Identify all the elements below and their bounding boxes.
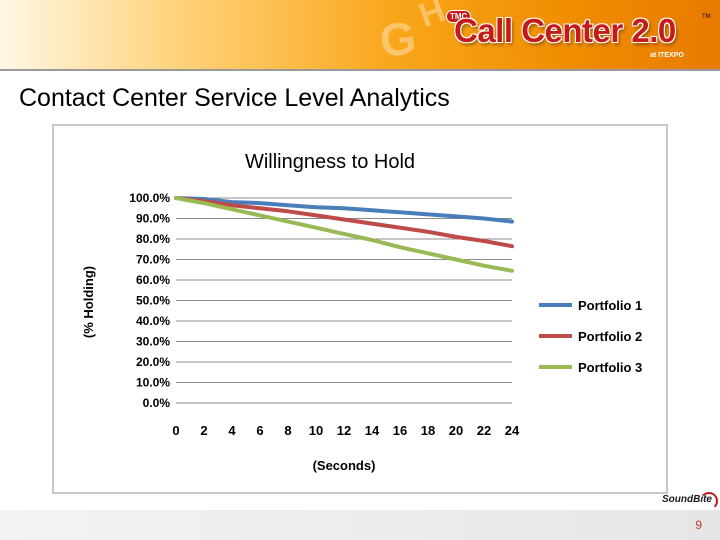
footer-bar	[0, 510, 720, 540]
banner-decoration: G	[376, 10, 420, 68]
x-tick-label: 22	[477, 423, 491, 438]
x-axis-label: (Seconds)	[313, 458, 376, 473]
y-tick-label: 80.0%	[136, 232, 170, 246]
x-tick-label: 16	[393, 423, 407, 438]
y-tick-label: 30.0%	[136, 335, 170, 349]
logo-trademark: TM	[702, 14, 711, 20]
x-tick-label: 24	[505, 423, 520, 438]
chart-title: Willingness to Hold	[245, 151, 415, 173]
y-tick-labels: 0.0% 10.0% 20.0% 30.0% 40.0% 50.0% 60.0% 70.0% 8…	[129, 191, 170, 410]
y-tick-label: 40.0%	[136, 314, 170, 328]
series-line-3	[174, 196, 514, 273]
x-tick-label: 14	[365, 423, 380, 438]
x-tick-label: 8	[284, 423, 291, 438]
logo-title: Call Center 2.0	[454, 12, 676, 49]
chart-frame	[52, 124, 668, 494]
legend-label: Portfolio 3	[578, 360, 642, 375]
banner-decoration: H	[414, 0, 451, 36]
soundbite-logo: SoundBite	[662, 492, 718, 510]
x-tick-label: 12	[337, 423, 351, 438]
line-chart: Willingness to Hold 0.0% 10.0% 20.0% 30.0% 4…	[81, 151, 642, 473]
y-axis-label: (% Holding)	[81, 266, 96, 338]
series-line-1	[174, 196, 514, 224]
x-tick-label: 2	[200, 423, 207, 438]
x-tick-label: 0	[172, 423, 179, 438]
y-tick-label: 90.0%	[136, 212, 170, 226]
series-lines	[174, 196, 514, 273]
series-line-2	[174, 196, 514, 249]
x-tick-label: 18	[421, 423, 435, 438]
y-tick-label: 50.0%	[136, 294, 170, 308]
y-tick-label: 0.0%	[143, 396, 171, 410]
x-tick-label: 10	[309, 423, 323, 438]
legend-label: Portfolio 1	[578, 298, 642, 313]
gridlines	[176, 197, 512, 404]
x-tick-label: 4	[228, 423, 236, 438]
y-tick-label: 70.0%	[136, 253, 170, 267]
y-tick-label: 20.0%	[136, 355, 170, 369]
x-tick-labels: 0 2 4 6 8 10 12 14 16 18 20 22 24	[172, 423, 520, 438]
x-tick-label: 6	[256, 423, 263, 438]
legend: Portfolio 1 Portfolio 2 Portfolio 3	[539, 298, 642, 375]
legend-label: Portfolio 2	[578, 329, 642, 344]
page-number: 9	[695, 518, 702, 532]
header-banner: G H TMC Call Center 2.0 TM at ITEXPO	[0, 0, 720, 70]
swoosh-icon	[700, 492, 718, 510]
logo-subtitle: at ITEXPO	[650, 52, 684, 59]
y-tick-label: 100.0%	[129, 191, 170, 205]
y-tick-label: 60.0%	[136, 273, 170, 287]
x-tick-label: 20	[449, 423, 463, 438]
y-tick-label: 10.0%	[136, 376, 170, 390]
banner-divider	[0, 69, 720, 71]
slide-title: Contact Center Service Level Analytics	[19, 84, 450, 112]
logo-badge: TMC	[446, 10, 472, 23]
soundbite-logo-text: SoundBite	[662, 494, 712, 505]
